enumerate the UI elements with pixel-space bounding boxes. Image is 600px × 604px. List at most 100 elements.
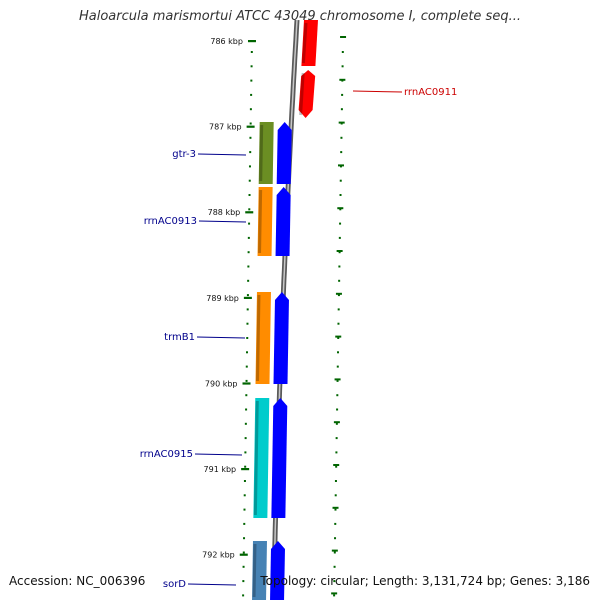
gene-feature-shade xyxy=(255,294,261,382)
minor-tick-outer xyxy=(335,451,338,454)
gene-feature xyxy=(255,292,271,384)
mid-tick-outer xyxy=(337,207,344,210)
minor-tick-inner xyxy=(244,437,247,440)
minor-tick-inner xyxy=(249,136,252,139)
gene-feature xyxy=(298,70,316,118)
minor-tick-outer xyxy=(333,580,336,583)
gene-label-leader xyxy=(198,220,247,223)
minor-tick-inner xyxy=(242,551,245,554)
scale-tick-label: 789 kbp xyxy=(206,294,239,303)
gene-feature xyxy=(258,122,274,184)
minor-tick-outer xyxy=(336,379,339,382)
mid-tick-outer xyxy=(340,36,347,38)
minor-tick-inner xyxy=(248,208,251,211)
minor-tick-outer xyxy=(333,565,336,568)
minor-tick-outer xyxy=(338,251,341,254)
minor-tick-outer xyxy=(333,594,336,597)
gene-label-leader xyxy=(194,453,243,456)
minor-tick-outer xyxy=(341,51,344,53)
minor-tick-outer xyxy=(339,208,342,211)
minor-tick-inner xyxy=(248,179,251,182)
gene-label-leader xyxy=(197,153,247,156)
minor-tick-inner xyxy=(248,222,251,225)
minor-tick-inner xyxy=(249,151,252,154)
minor-tick-outer xyxy=(333,551,336,554)
gene-label: rrnAC0915 xyxy=(140,449,193,460)
minor-tick-outer xyxy=(341,65,344,68)
minor-tick-outer xyxy=(340,108,343,111)
minor-tick-inner xyxy=(246,294,249,297)
accession-text: Accession: NC_006396 xyxy=(9,574,146,588)
cds-arrow xyxy=(270,541,285,600)
minor-tick-inner xyxy=(243,522,246,525)
gene-feature-shade xyxy=(258,189,263,254)
gene-label-leader xyxy=(352,90,403,93)
map-title: Haloarcula marismortui ATCC 43049 chromo… xyxy=(79,9,521,24)
minor-tick-outer xyxy=(336,365,339,368)
minor-tick-inner xyxy=(247,236,250,239)
minor-tick-inner xyxy=(243,537,246,540)
scale-tick-label: 786 kbp xyxy=(210,37,243,46)
minor-tick-outer xyxy=(338,236,341,239)
minor-tick-inner xyxy=(246,337,249,339)
minor-tick-inner xyxy=(245,379,248,382)
major-tick xyxy=(246,125,255,128)
minor-tick-outer xyxy=(341,93,344,96)
minor-tick-outer xyxy=(336,408,339,411)
minor-tick-outer xyxy=(340,136,343,139)
minor-tick-outer xyxy=(339,222,342,225)
scale-tick-label: 787 kbp xyxy=(209,123,242,132)
minor-tick-inner xyxy=(249,122,252,125)
minor-tick-inner xyxy=(245,408,248,411)
major-tick xyxy=(247,40,256,43)
gene-feature-shade xyxy=(299,72,305,116)
mid-tick-outer xyxy=(338,121,345,124)
mid-tick-outer xyxy=(331,592,338,595)
minor-tick-outer xyxy=(335,437,338,440)
minor-tick-outer xyxy=(334,522,337,525)
scale-tick-label: 788 kbp xyxy=(208,208,241,217)
gene-feature xyxy=(301,20,318,66)
minor-tick-outer xyxy=(340,151,343,154)
gene-feature-shade xyxy=(253,400,259,516)
minor-tick-inner xyxy=(244,451,247,454)
minor-tick-outer xyxy=(337,322,340,325)
gene-label: rrnAC0911 xyxy=(404,87,457,98)
gene-feature xyxy=(253,398,270,518)
mid-tick-outer xyxy=(336,250,343,252)
cds-arrow xyxy=(275,187,291,256)
minor-tick-outer xyxy=(336,394,339,397)
minor-tick-inner xyxy=(242,580,245,583)
mid-tick-outer xyxy=(335,292,342,295)
minor-tick-inner xyxy=(249,108,252,111)
gene-feature-shade xyxy=(259,124,264,182)
minor-tick-inner xyxy=(250,65,253,68)
minor-tick-inner xyxy=(243,480,246,482)
minor-tick-outer xyxy=(335,465,338,468)
mid-tick-outer xyxy=(335,335,342,338)
minor-tick-outer xyxy=(334,494,337,497)
gene-feature-shade xyxy=(252,543,257,598)
cds-arrow xyxy=(276,122,292,184)
cds-arrow xyxy=(273,292,289,384)
minor-tick-outer xyxy=(334,508,337,511)
minor-tick-outer xyxy=(337,351,340,354)
mid-tick-outer xyxy=(333,464,340,466)
minor-tick-inner xyxy=(248,194,251,196)
scale-tick-label: 791 kbp xyxy=(204,465,237,474)
gene-label-leader xyxy=(196,336,246,339)
minor-tick-inner xyxy=(250,93,253,96)
minor-tick-outer xyxy=(338,279,341,282)
minor-tick-outer xyxy=(335,422,338,425)
mid-tick-outer xyxy=(333,421,340,424)
minor-tick-inner xyxy=(242,565,245,568)
minor-tick-outer xyxy=(337,337,340,339)
gene-label: sorD xyxy=(163,579,186,590)
cds-arrow xyxy=(271,398,288,518)
minor-tick-outer xyxy=(337,308,340,311)
minor-tick-inner xyxy=(247,265,250,268)
minor-tick-inner xyxy=(245,365,248,368)
gene-label: trmB1 xyxy=(164,332,195,343)
minor-tick-outer xyxy=(334,537,337,540)
